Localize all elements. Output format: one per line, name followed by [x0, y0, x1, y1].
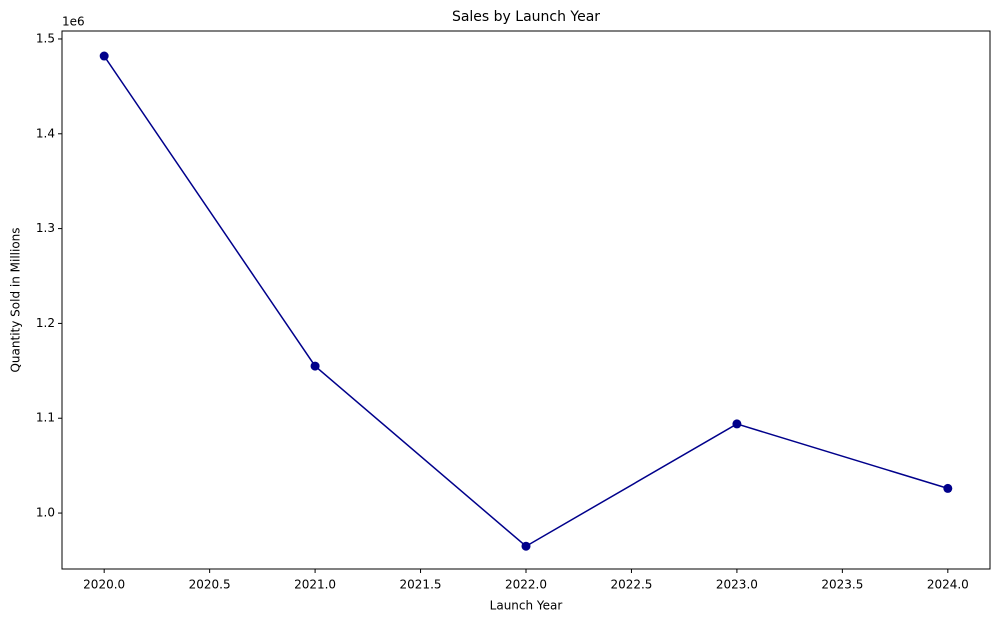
y-tick-label: 1.5 — [36, 31, 55, 45]
y-axis-label: Quantity Sold in Millions — [9, 227, 23, 372]
chart-title: Sales by Launch Year — [452, 9, 600, 25]
x-tick-label: 2020.0 — [83, 578, 125, 592]
marker — [521, 541, 531, 551]
y-tick-label: 1.0 — [36, 506, 55, 520]
y-tick-label: 1.1 — [36, 411, 55, 425]
x-tick-label: 2020.5 — [189, 578, 231, 592]
x-tick-label: 2022.5 — [610, 578, 652, 592]
plot-frame — [61, 30, 991, 570]
x-tick-label: 2023.5 — [821, 578, 863, 592]
x-tick-label: 2024.0 — [927, 578, 969, 592]
marker — [99, 51, 109, 61]
y-tick-label: 1.4 — [36, 126, 55, 140]
marker — [310, 361, 320, 371]
x-tick-label: 2021.0 — [294, 578, 336, 592]
y-offset-label: 1e6 — [62, 15, 85, 29]
x-axis-label: Launch Year — [490, 599, 563, 613]
line — [103, 55, 949, 548]
x-tick-label: 2022.0 — [505, 578, 547, 592]
x-tick-label: 2023.0 — [716, 578, 758, 592]
y-tick-label: 1.3 — [36, 221, 55, 235]
marker — [732, 419, 742, 429]
y-tick-label: 1.2 — [36, 316, 55, 330]
x-tick-label: 2021.5 — [400, 578, 442, 592]
marker — [943, 483, 953, 493]
